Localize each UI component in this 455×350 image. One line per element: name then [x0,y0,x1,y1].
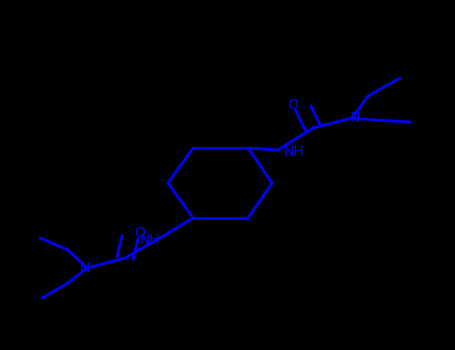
Text: O: O [287,98,298,112]
Text: NH: NH [284,145,305,159]
Text: NH: NH [139,233,160,247]
Text: N: N [350,111,360,125]
Text: O: O [134,226,145,240]
Text: N: N [80,261,90,275]
